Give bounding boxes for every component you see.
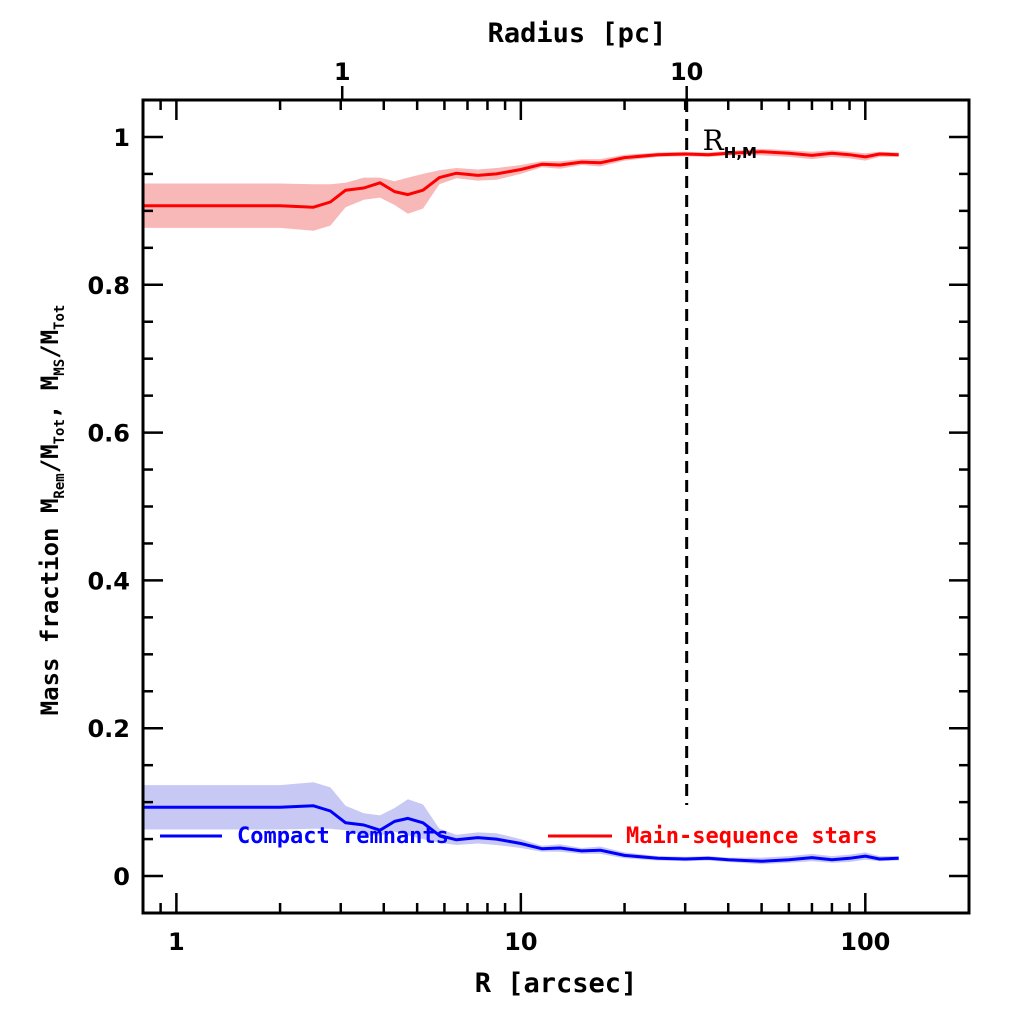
x-axis-title: R [arcsec] [475, 968, 638, 999]
y-tick-label: 0.6 [87, 420, 130, 448]
x-tick-label: 10 [504, 928, 537, 956]
band-compact-remnants [143, 782, 899, 865]
y-tick-label: 0.2 [87, 715, 130, 743]
y-tick-label: 0.4 [87, 567, 130, 595]
legend-label-compact-remnants: Compact remnants [237, 824, 449, 849]
top-tick-label: 1 [334, 58, 351, 86]
series-lines [143, 150, 899, 863]
y-tick-label: 0 [113, 863, 130, 891]
x-tick-label: 100 [840, 928, 890, 956]
top-axis-title: Radius [pc] [488, 18, 667, 49]
rhm-sub: H,M [724, 144, 757, 162]
uncertainty-bands [143, 148, 899, 865]
legend: Compact remnants Main-sequence stars [160, 824, 878, 849]
axis-ticks [141, 86, 971, 913]
top-tick-label: 10 [670, 58, 703, 86]
x-tick-label: 1 [168, 928, 185, 956]
y-tick-label: 0.8 [87, 272, 130, 300]
y-axis-title: Mass fraction MRem/MTot, MMS/MTot [36, 305, 68, 716]
y-tick-label: 1 [113, 124, 130, 152]
rhm-main: R [703, 124, 725, 157]
half-mass-radius-label: RH,M [703, 124, 757, 162]
legend-label-main-sequence: Main-sequence stars [626, 824, 878, 849]
line-main-sequence-stars [143, 150, 899, 209]
line-compact-remnants [143, 804, 899, 863]
band-main-sequence-stars [143, 148, 899, 231]
